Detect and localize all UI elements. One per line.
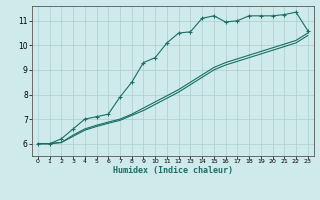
X-axis label: Humidex (Indice chaleur): Humidex (Indice chaleur) <box>113 166 233 175</box>
